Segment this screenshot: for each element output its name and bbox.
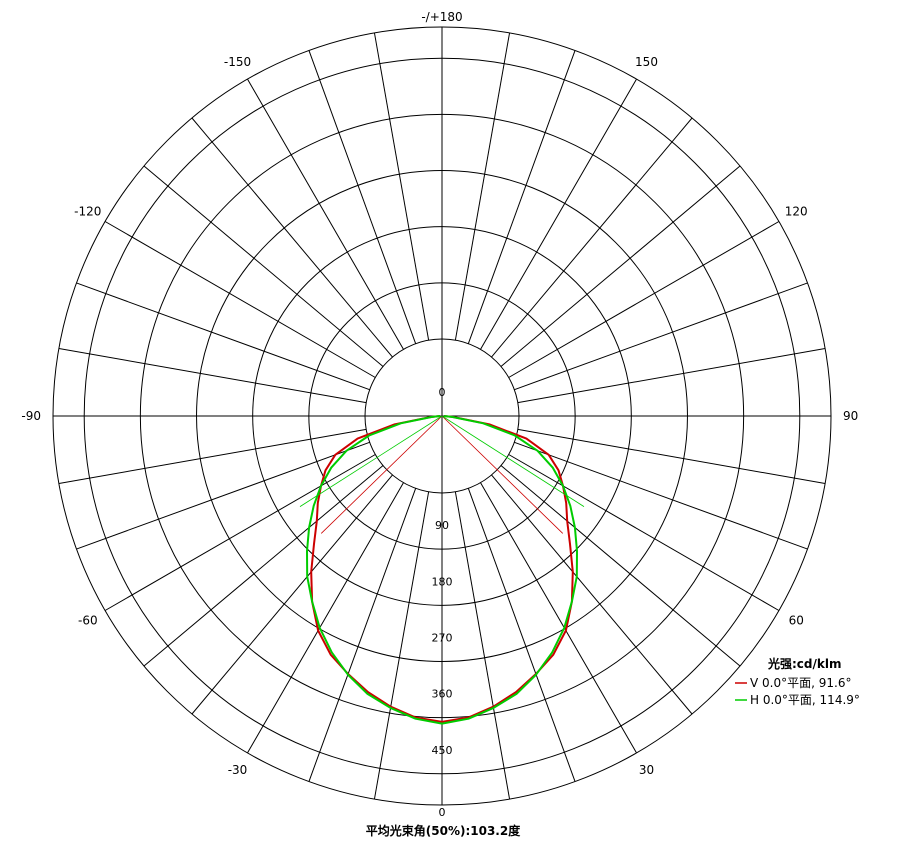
beam-angle-line-1 <box>441 415 585 507</box>
grid-spoke <box>491 117 693 358</box>
angle-label: 120 <box>785 205 808 219</box>
grid-spoke <box>491 474 693 715</box>
grid-spoke <box>480 78 637 350</box>
angle-label: 30 <box>639 763 654 777</box>
legend-entry-h: H 0.0°平面, 114.9° <box>750 693 860 707</box>
grid-spoke <box>480 482 637 754</box>
grid-spoke <box>373 32 430 341</box>
angle-label: -90 <box>21 409 41 423</box>
grid-spoke <box>508 454 780 611</box>
radial-tick-label: 90 <box>435 519 449 532</box>
grid-spoke <box>104 221 376 378</box>
grid-spoke <box>247 482 404 754</box>
legend-entry-v: V 0.0°平面, 91.6° <box>750 676 851 690</box>
radial-tick-labels: 0 90 180 270 360 450 0 <box>432 386 453 819</box>
radial-tick-label: 0 <box>439 386 446 399</box>
grid-spoke <box>143 165 384 367</box>
grid-spoke <box>500 465 741 667</box>
beam-angle-line-0 <box>441 415 564 534</box>
grid-spoke <box>517 347 826 404</box>
beam-angle-footer: 平均光束角(50%):103.2度 <box>366 823 521 838</box>
angle-label: 90 <box>843 409 858 423</box>
grid-spoke <box>514 282 808 391</box>
grid-spoke <box>104 454 376 611</box>
grid-spoke <box>58 428 367 485</box>
angle-label: 150 <box>635 55 658 69</box>
beam-angle-line-0 <box>320 415 443 534</box>
grid-spoke <box>191 474 393 715</box>
grid-spoke <box>191 117 393 358</box>
angle-label: -60 <box>78 614 98 628</box>
grid-spoke <box>143 465 384 667</box>
angle-label: -30 <box>228 763 248 777</box>
series-line-1 <box>306 415 578 725</box>
grid-spoke <box>500 165 741 367</box>
angle-label: -/+180 <box>421 10 462 24</box>
grid-spoke <box>514 441 808 550</box>
grid-spoke <box>58 347 367 404</box>
angle-label: 60 <box>789 614 804 628</box>
grid-spoke <box>454 491 511 800</box>
grid-spoke <box>373 491 430 800</box>
grid-spoke <box>247 78 404 350</box>
grid-spoke <box>467 488 576 782</box>
grid-spoke <box>308 50 417 344</box>
radial-tick-label: 450 <box>432 744 453 757</box>
radial-tick-label: 360 <box>432 688 453 701</box>
angle-label: -150 <box>224 55 251 69</box>
legend-title: 光强:cd/klm <box>767 656 841 671</box>
legend: 光强:cd/klm V 0.0°平面, 91.6° H 0.0°平面, 114.… <box>735 656 860 707</box>
grid-spoke <box>76 441 370 550</box>
grid-spoke <box>508 221 780 378</box>
angle-tick-labels: -/+180 -150 150 -120 120 -90 90 -60 60 -30 30 <box>21 10 858 777</box>
intensity-curves <box>299 415 585 725</box>
grid-spoke <box>76 282 370 391</box>
grid-spoke <box>454 32 511 341</box>
angle-label: -120 <box>74 205 101 219</box>
grid-spoke <box>467 50 576 344</box>
radial-tick-label: 270 <box>432 631 453 644</box>
radial-outer-label: 0 <box>439 806 446 819</box>
grid-spoke <box>517 428 826 485</box>
beam-angle-line-1 <box>299 415 443 507</box>
radial-tick-label: 180 <box>432 575 453 588</box>
grid-spoke <box>308 488 417 782</box>
